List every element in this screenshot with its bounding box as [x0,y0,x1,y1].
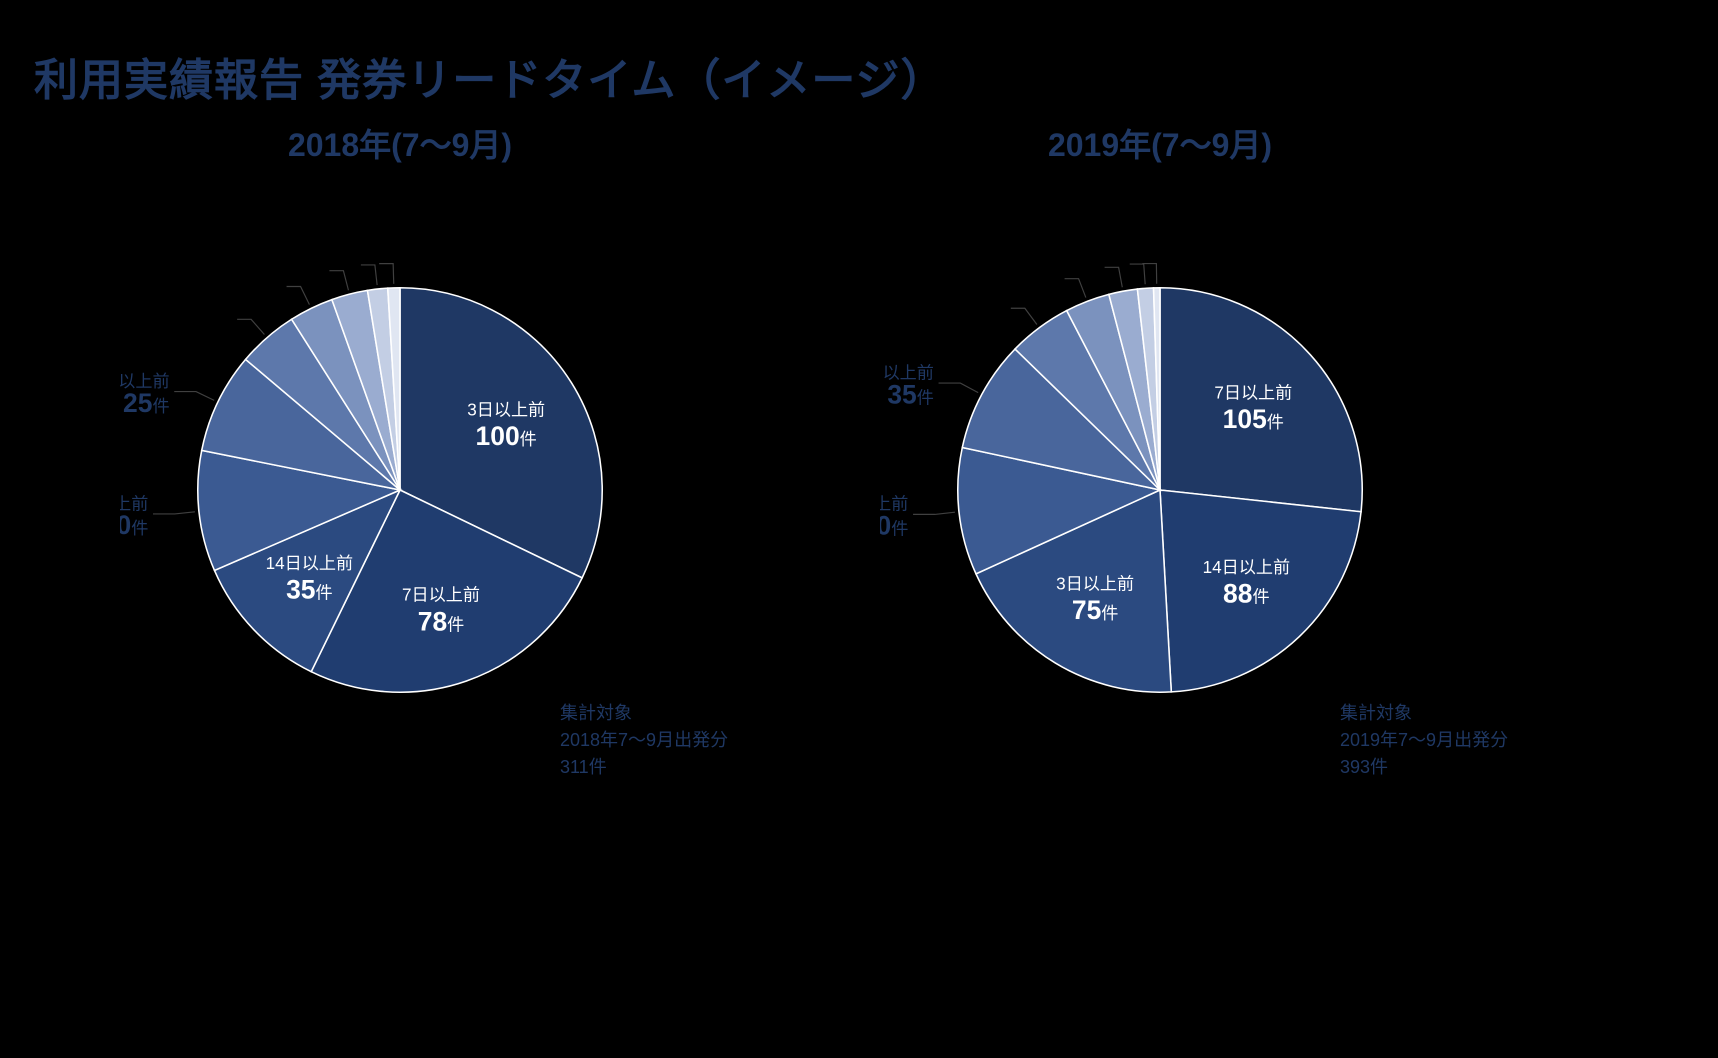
svg-text:42日以上前: 42日以上前 [880,363,934,382]
chart-subtitle-2019: 2019年(7～9月) [880,120,1440,166]
svg-text:35件: 35件 [887,379,934,409]
pie-chart-2018: 3日以上前100件7日以上前78件14日以上前35件21日以上前30件42日以上… [120,210,680,770]
svg-text:25件: 25件 [123,388,170,418]
svg-text:21日以上前: 21日以上前 [120,494,148,513]
chart-subtitle-2018: 2018年(7～9月) [120,120,680,166]
svg-text:40件: 40件 [880,511,908,541]
footnote-2018: 集計対象2018年7～9月出発分311件 [560,700,728,781]
slice-label: 42日以上前25件 [120,372,170,418]
slice-label: 21日以上前40件 [880,495,908,541]
page-title: 利用実績報告 発券リードタイム（イメージ） [34,44,945,108]
pie-slice [1160,490,1361,692]
slice-label: 42日以上前35件 [880,363,934,409]
slice-label: 21日以上前30件 [120,494,148,540]
pie-chart-2019: 7日以上前105件14日以上前88件3日以上前75件21日以上前40件42日以上… [880,210,1440,770]
pie-slice [1160,288,1362,512]
svg-text:21日以上前: 21日以上前 [880,495,908,514]
footnote-2019: 集計対象2019年7～9月出発分393件 [1340,700,1508,781]
svg-text:30件: 30件 [120,510,148,540]
svg-text:42日以上前: 42日以上前 [120,372,170,391]
